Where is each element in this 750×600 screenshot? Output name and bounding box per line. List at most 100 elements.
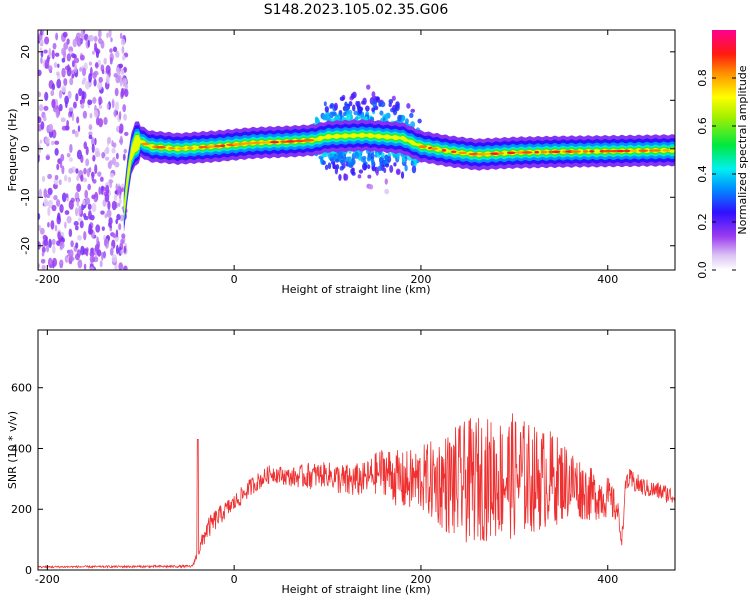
heatmap-noise-cell bbox=[43, 188, 48, 199]
heatmap-noise-cell bbox=[54, 140, 60, 145]
heatmap-noise-cell bbox=[76, 116, 80, 124]
heatmap-noise-cell bbox=[43, 105, 49, 111]
heatmap-turbulent-cell bbox=[348, 100, 353, 107]
ridge-peak bbox=[540, 150, 548, 154]
heatmap-noise-cell bbox=[61, 57, 66, 63]
heatmap-noise-cell bbox=[88, 124, 93, 131]
y-tick-label: -10 bbox=[19, 188, 32, 206]
ridge-peak bbox=[623, 149, 631, 153]
heatmap-noise-cell bbox=[83, 167, 87, 175]
heatmap-noise-cell bbox=[56, 78, 62, 89]
heatmap-noise-cell bbox=[62, 31, 68, 38]
heatmap-noise-cell bbox=[76, 198, 80, 207]
heatmap-noise-cell bbox=[97, 81, 103, 91]
heatmap-noise-cell bbox=[76, 249, 81, 258]
ridge-peak bbox=[168, 146, 176, 150]
x-tick-label: -200 bbox=[35, 573, 60, 586]
heatmap-noise-cell bbox=[79, 220, 84, 229]
ridge-peak bbox=[638, 149, 649, 152]
heatmap-noise-cell bbox=[87, 99, 93, 106]
heatmap-turbulent-cell bbox=[401, 157, 406, 163]
heatmap-noise-cell bbox=[41, 264, 46, 270]
heatmap-turbulent-cell bbox=[339, 165, 344, 171]
ridge-peak bbox=[441, 149, 447, 152]
heatmap-turbulent-cell bbox=[335, 164, 340, 170]
heatmap-noise-cell bbox=[81, 90, 85, 100]
heatmap-noise-cell bbox=[83, 231, 87, 241]
heatmap-turbulent-cell bbox=[361, 100, 366, 105]
heatmap-noise-cell bbox=[111, 200, 117, 211]
heatmap-noise-cell bbox=[39, 139, 43, 144]
y-tick-label: 200 bbox=[11, 503, 32, 516]
heatmap-noise-cell bbox=[69, 256, 75, 262]
x-tick-label: -200 bbox=[35, 273, 60, 286]
heatmap-noise-cell bbox=[74, 63, 77, 74]
heatmap-noise-cell bbox=[94, 42, 98, 51]
heatmap-noise-cell bbox=[108, 179, 114, 184]
heatmap-noise-cell bbox=[38, 91, 42, 98]
heatmap-turbulent-cell bbox=[404, 118, 409, 124]
heatmap-noise-cell bbox=[61, 67, 66, 78]
heatmap-turbulent-cell bbox=[384, 163, 390, 168]
heatmap-noise-cell bbox=[119, 32, 123, 40]
heatmap-noise-cell bbox=[103, 116, 108, 125]
heatmap-turbulent-cell bbox=[339, 96, 345, 102]
heatmap-noise-cell bbox=[57, 212, 61, 221]
heatmap-noise-cell bbox=[47, 173, 53, 180]
heatmap-noise-cell bbox=[77, 125, 81, 133]
heatmap-noise-cell bbox=[80, 103, 85, 109]
heatmap-noise-cell bbox=[93, 109, 99, 118]
heatmap-noise-cell bbox=[45, 136, 50, 145]
heatmap-noise-cell bbox=[64, 221, 67, 229]
heatmap-turbulent-cell bbox=[329, 104, 333, 109]
heatmap-noise-cell bbox=[77, 259, 83, 269]
heatmap-noise-cell bbox=[66, 53, 72, 62]
heatmap-noise-cell bbox=[72, 129, 76, 135]
heatmap-turbulent-cell bbox=[354, 151, 359, 159]
heatmap-noise-cell bbox=[59, 204, 64, 213]
heatmap-noise-cell bbox=[95, 50, 100, 59]
ridge-peak bbox=[220, 144, 226, 148]
heatmap-noise-cell bbox=[95, 151, 101, 158]
heatmap-noise-cell bbox=[89, 113, 93, 119]
colorbar-tick-label: 0.4 bbox=[696, 165, 709, 183]
heatmap-noise-cell bbox=[39, 39, 44, 46]
heatmap-noise-cell bbox=[82, 110, 88, 119]
heatmap-noise-cell bbox=[70, 53, 76, 58]
heatmap-noise-cell bbox=[74, 130, 79, 138]
heatmap-noise-cell bbox=[64, 210, 70, 215]
heatmap-turbulent-cell bbox=[370, 152, 375, 160]
heatmap-turbulent-cell bbox=[389, 165, 394, 173]
heatmap-turbulent-cell bbox=[388, 99, 394, 105]
heatmap-turbulent-cell bbox=[329, 111, 335, 119]
heatmap-turbulent-cell bbox=[358, 169, 364, 174]
heatmap-noise-cell bbox=[88, 210, 92, 220]
heatmap-noise-cell bbox=[83, 263, 87, 270]
heatmap-noise-cell bbox=[103, 238, 108, 247]
heatmap-turbulent-cell bbox=[356, 100, 361, 109]
heatmap-noise-cell bbox=[95, 224, 101, 233]
heatmap-noise-cell bbox=[109, 160, 113, 166]
heatmap-turbulent-cell bbox=[338, 173, 342, 181]
heatmap-noise-cell bbox=[99, 260, 103, 268]
heatmap-turbulent-cell bbox=[366, 164, 371, 170]
heatmap-noise-cell bbox=[66, 153, 71, 158]
heatmap-noise-cell bbox=[118, 111, 122, 120]
heatmap-noise-cell bbox=[68, 107, 74, 112]
heatmap-noise-cell bbox=[111, 99, 115, 109]
heatmap-noise-cell bbox=[89, 255, 95, 263]
heatmap-noise-cell bbox=[40, 56, 43, 64]
heatmap-noise-cell bbox=[114, 190, 118, 195]
heatmap-noise-cell bbox=[80, 30, 84, 40]
heatmap-noise-cell bbox=[63, 174, 68, 182]
heatmap-noise-cell bbox=[45, 155, 50, 160]
heatmap-noise-cell bbox=[82, 199, 86, 206]
heatmap-turbulent-cell bbox=[395, 168, 401, 176]
heatmap-noise-cell bbox=[65, 100, 68, 109]
ridge-peak bbox=[303, 139, 315, 142]
heatmap-noise-cell bbox=[72, 101, 77, 109]
heatmap-noise-cell bbox=[105, 65, 111, 75]
colorbar-tick-label: 0.8 bbox=[696, 69, 709, 87]
heatmap-noise-cell bbox=[119, 214, 124, 222]
heatmap-noise-cell bbox=[112, 233, 117, 239]
